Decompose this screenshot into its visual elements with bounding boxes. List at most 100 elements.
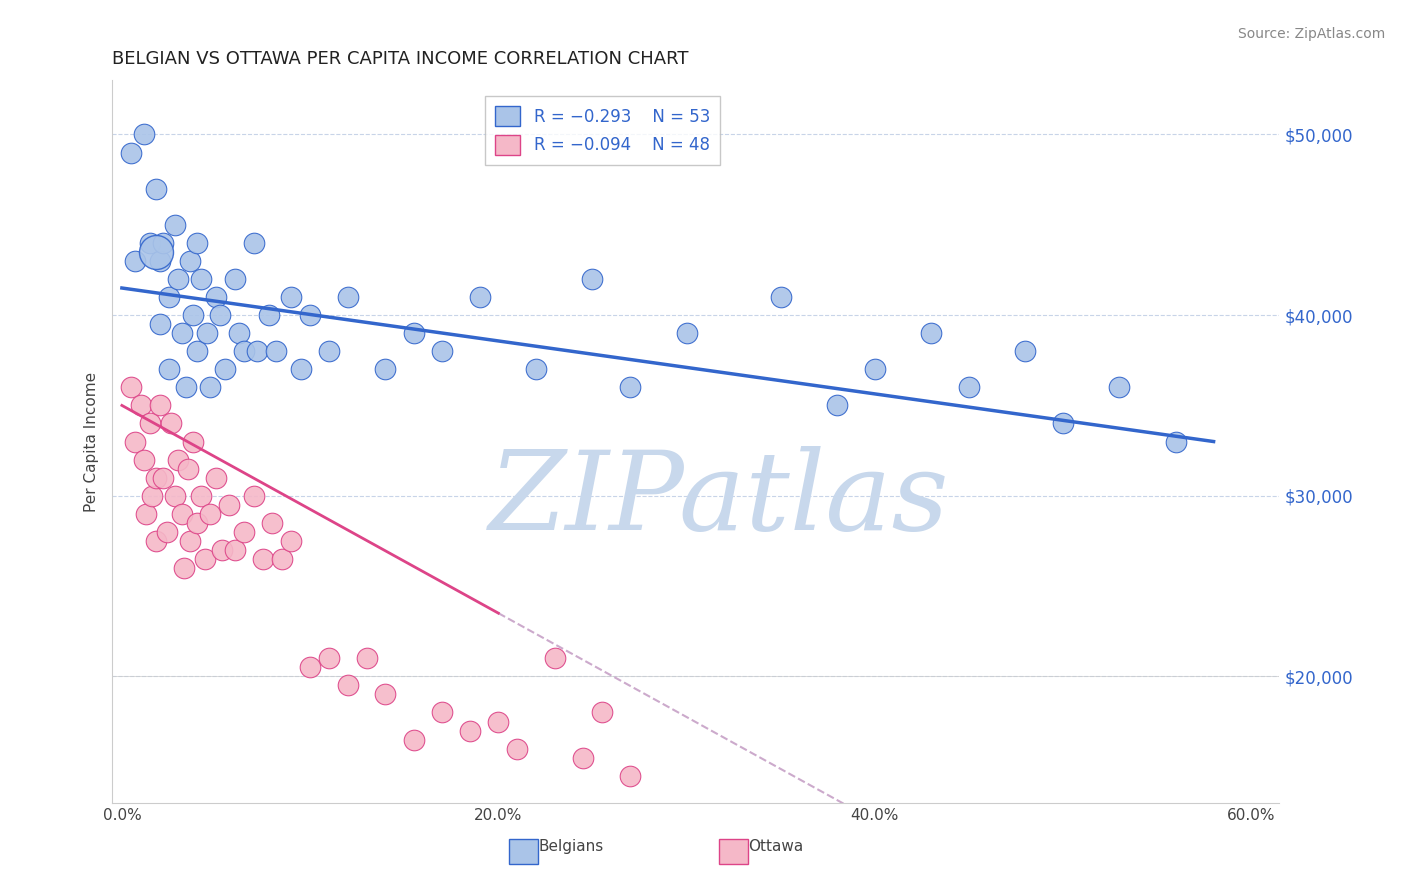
Point	[200, 507, 222, 521]
Point	[619, 380, 641, 394]
Point	[218, 498, 240, 512]
Point	[174, 380, 197, 394]
Point	[299, 308, 322, 322]
Point	[506, 741, 529, 756]
Text: Ottawa: Ottawa	[748, 838, 804, 854]
Point	[145, 244, 167, 259]
Point	[172, 326, 194, 341]
Point	[769, 290, 792, 304]
Point	[183, 308, 205, 322]
Point	[430, 706, 453, 720]
Point	[120, 380, 142, 394]
Point	[134, 452, 156, 467]
Point	[224, 542, 246, 557]
Legend: R = −0.293    N = 53, R = −0.094    N = 48: R = −0.293 N = 53, R = −0.094 N = 48	[485, 95, 720, 165]
Point	[177, 461, 200, 475]
Point	[124, 254, 146, 268]
Point	[195, 326, 218, 341]
Point	[468, 290, 491, 304]
Point	[190, 272, 212, 286]
Point	[262, 516, 284, 530]
Point	[1164, 434, 1187, 449]
Point	[173, 561, 195, 575]
Point	[152, 471, 174, 485]
Point	[163, 489, 186, 503]
Point	[194, 552, 217, 566]
Text: Source: ZipAtlas.com: Source: ZipAtlas.com	[1237, 27, 1385, 41]
Point	[160, 417, 183, 431]
Point	[145, 471, 167, 485]
Point	[544, 651, 567, 665]
Point	[139, 235, 162, 250]
Point	[152, 235, 174, 250]
Point	[145, 533, 167, 548]
Point	[190, 489, 212, 503]
Point	[179, 533, 201, 548]
Point	[1052, 417, 1074, 431]
Point	[430, 344, 453, 359]
Point	[139, 417, 162, 431]
FancyBboxPatch shape	[720, 838, 748, 864]
Point	[129, 398, 152, 412]
Point	[156, 524, 179, 539]
Text: ZIPatlas: ZIPatlas	[489, 446, 949, 553]
Point	[920, 326, 942, 341]
Point	[242, 235, 264, 250]
Point	[157, 290, 180, 304]
Point	[619, 769, 641, 783]
Point	[120, 145, 142, 160]
Point	[591, 706, 613, 720]
Point	[205, 290, 228, 304]
Point	[186, 235, 208, 250]
Point	[572, 750, 595, 764]
Point	[318, 651, 340, 665]
Point	[124, 434, 146, 449]
Point	[825, 398, 848, 412]
Point	[402, 732, 425, 747]
Point	[356, 651, 378, 665]
Point	[402, 326, 425, 341]
Point	[208, 308, 231, 322]
Point	[270, 552, 292, 566]
Point	[167, 272, 190, 286]
Y-axis label: Per Capita Income: Per Capita Income	[84, 371, 100, 512]
Point	[1108, 380, 1130, 394]
Point	[148, 398, 170, 412]
Point	[264, 344, 287, 359]
Point	[179, 254, 201, 268]
Point	[228, 326, 250, 341]
Point	[148, 254, 170, 268]
Point	[675, 326, 697, 341]
Point	[135, 507, 157, 521]
Point	[167, 452, 190, 467]
Point	[211, 542, 233, 557]
Point	[186, 344, 208, 359]
Point	[134, 128, 156, 142]
Point	[957, 380, 980, 394]
Point	[863, 362, 886, 376]
Point	[290, 362, 312, 376]
FancyBboxPatch shape	[509, 838, 538, 864]
Point	[336, 678, 359, 692]
Point	[246, 344, 269, 359]
Text: Belgians: Belgians	[538, 838, 603, 854]
Point	[299, 660, 322, 674]
Point	[145, 181, 167, 195]
Point	[148, 317, 170, 331]
Point	[486, 714, 509, 729]
Point	[280, 533, 302, 548]
Point	[581, 272, 603, 286]
Point	[157, 362, 180, 376]
Point	[242, 489, 264, 503]
Point	[172, 507, 194, 521]
Point	[200, 380, 222, 394]
Point	[252, 552, 274, 566]
Point	[1014, 344, 1036, 359]
Text: BELGIAN VS OTTAWA PER CAPITA INCOME CORRELATION CHART: BELGIAN VS OTTAWA PER CAPITA INCOME CORR…	[112, 50, 689, 68]
Point	[458, 723, 481, 738]
Point	[336, 290, 359, 304]
Point	[524, 362, 547, 376]
Point	[141, 489, 163, 503]
Point	[205, 471, 228, 485]
Point	[233, 524, 256, 539]
